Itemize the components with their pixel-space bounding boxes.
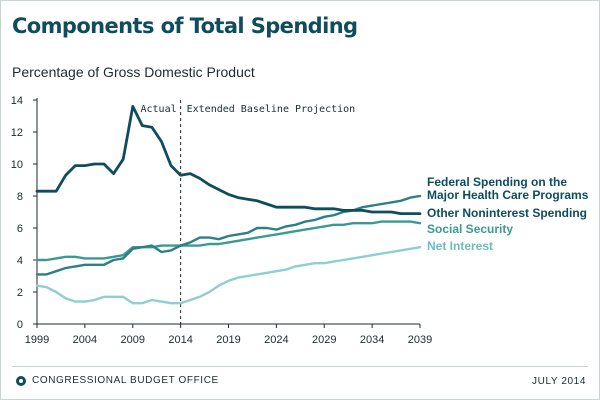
y-tick-label: 14 — [11, 95, 23, 107]
series-label-2: Other Noninterest Spending — [427, 206, 587, 220]
x-tick-label: 2039 — [408, 334, 432, 346]
y-tick-label: 6 — [17, 223, 23, 235]
y-tick-label: 8 — [17, 191, 23, 203]
x-tick-label: 2009 — [121, 334, 145, 346]
series-label-4: Net Interest — [427, 239, 493, 253]
series-label-3: Social Security — [427, 222, 513, 236]
x-tick-label: 2014 — [168, 334, 192, 346]
publication-date: JULY 2014 — [532, 376, 586, 387]
x-tick-label: 2029 — [312, 334, 336, 346]
y-tick-label: 10 — [11, 159, 23, 171]
actual-label: Actual — [141, 104, 177, 115]
x-tick-label: 2004 — [73, 334, 97, 346]
agency-credit: CONGRESSIONAL BUDGET OFFICE — [16, 375, 219, 386]
series-label-1: Major Health Care Programs — [427, 188, 589, 202]
y-tick-label: 2 — [17, 287, 23, 299]
projection-label: Extended Baseline Projection — [187, 104, 356, 115]
y-tick-label: 4 — [17, 255, 23, 267]
y-tick-label: 0 — [17, 319, 23, 331]
series-line-4 — [35, 245, 422, 305]
chart-title: Components of Total Spending — [12, 14, 358, 38]
chart-subtitle: Percentage of Gross Domestic Product — [12, 64, 255, 80]
x-tick-label: 1999 — [25, 334, 49, 346]
series-line-2 — [35, 105, 422, 216]
series-line-1 — [35, 194, 422, 276]
cbo-logo-icon — [16, 375, 26, 386]
y-tick-label: 12 — [11, 127, 23, 139]
x-tick-label: 2019 — [216, 334, 240, 346]
footer-divider — [12, 366, 588, 367]
x-tick-label: 2024 — [264, 334, 288, 346]
agency-name: CONGRESSIONAL BUDGET OFFICE — [32, 375, 219, 386]
line-chart: 0 2 4 6 8 10 12 14 1999 2004 2009 2014 2019 2024 2029 2… — [11, 95, 589, 346]
series-label-1: Federal Spending on the — [427, 175, 567, 189]
series-line-3 — [35, 220, 422, 262]
x-tick-label: 2034 — [360, 334, 384, 346]
